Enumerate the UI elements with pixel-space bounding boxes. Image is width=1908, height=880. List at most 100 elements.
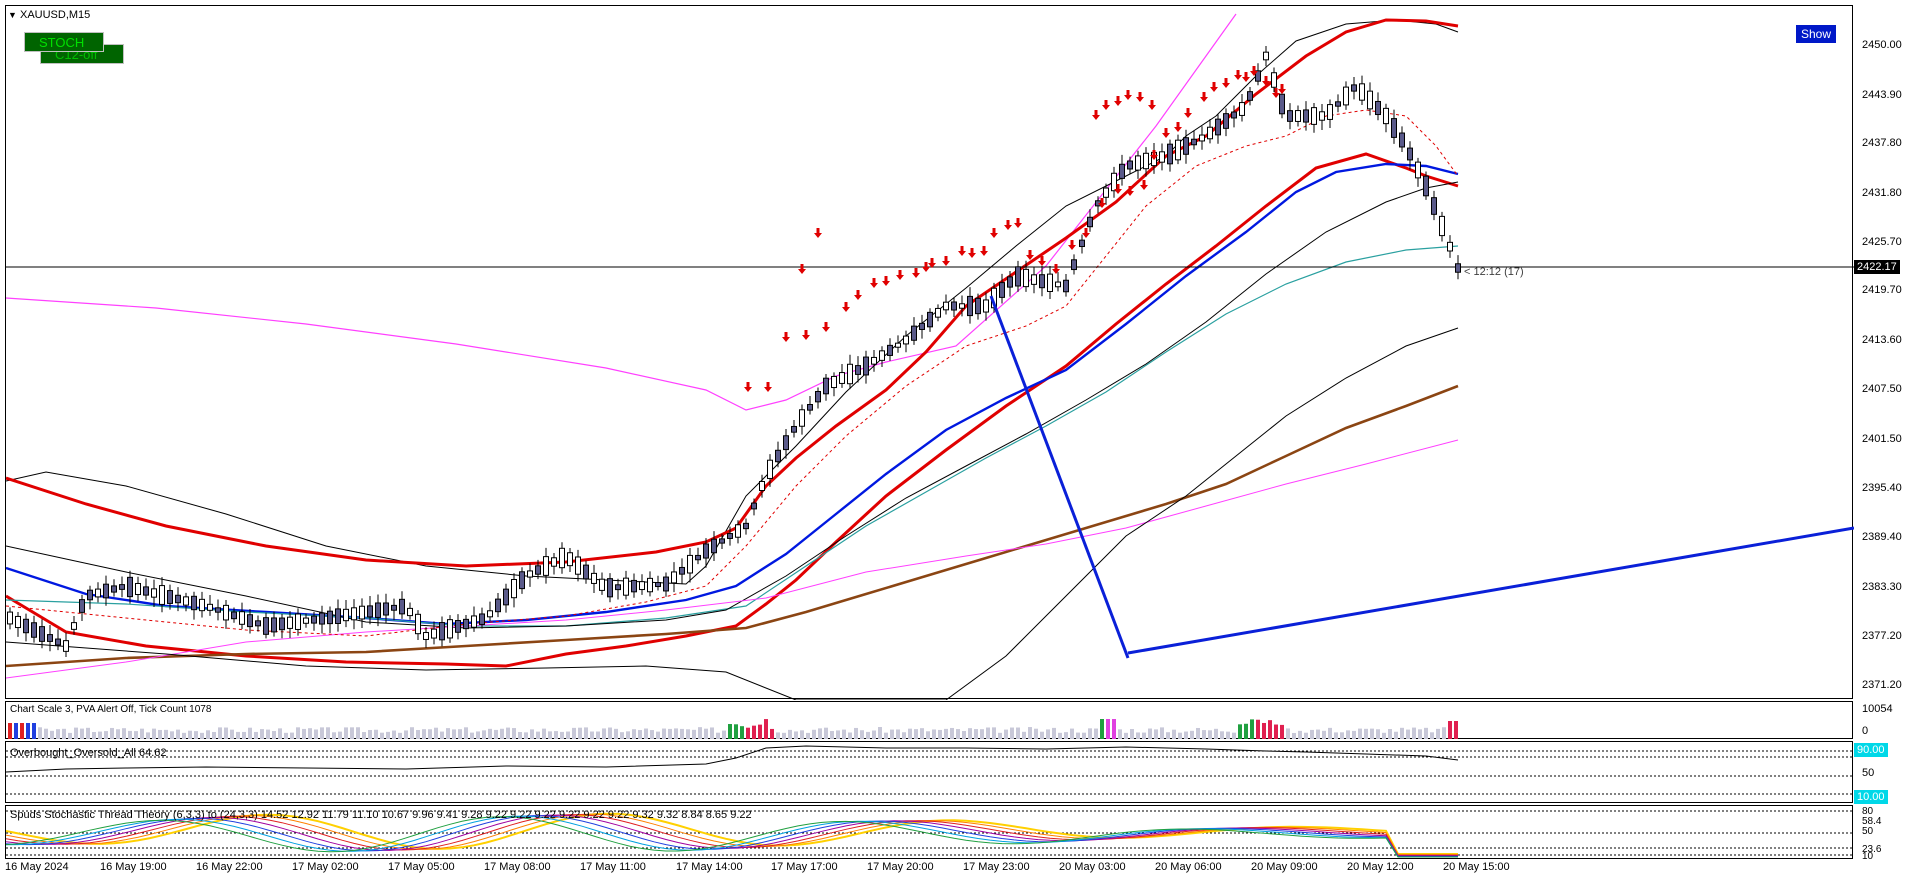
candle-body — [1431, 197, 1437, 215]
candle-body — [31, 622, 37, 638]
candle-body — [815, 390, 821, 403]
candle-body — [47, 634, 53, 642]
volume-bar — [794, 731, 798, 739]
signal-arrow — [1114, 96, 1122, 106]
candle-body — [999, 282, 1005, 298]
candle-body — [1447, 241, 1453, 252]
stoch-button[interactable]: STOCH — [24, 32, 104, 52]
volume-bar — [230, 729, 234, 739]
volume-bar — [1040, 731, 1044, 739]
volume-bar — [722, 730, 726, 739]
candle-body — [351, 607, 357, 621]
volume-bar — [614, 728, 618, 739]
candle-body — [399, 598, 405, 615]
signal-arrow — [1222, 78, 1230, 88]
volume-bar — [104, 731, 108, 739]
volume-bar — [590, 731, 594, 739]
candle-body — [1143, 152, 1149, 170]
volume-bar — [638, 730, 642, 739]
volume-bar — [506, 727, 510, 739]
price-chart-pane[interactable]: ▼ XAUUSD,M15 C12-off STOCH Show < 12:12 … — [5, 5, 1854, 700]
volume-bar — [122, 728, 126, 739]
candle-body — [327, 610, 333, 625]
candle-body — [1239, 102, 1245, 116]
price-tick-label: 2443.90 — [1862, 89, 1902, 101]
volume-bar — [548, 731, 552, 739]
time-tick-label: 20 May 06:00 — [1155, 861, 1222, 873]
stochastic-pane[interactable]: Spuds Stochastic Thread Theory (6,3,3) t… — [5, 805, 1854, 859]
volume-bar — [158, 729, 162, 739]
volume-bar — [74, 727, 78, 739]
volume-bar — [38, 727, 42, 739]
price-axis[interactable]: 2450.00 2443.90 2437.80 2431.80 2425.70 2419.… — [1853, 5, 1908, 699]
candle-body — [919, 322, 925, 330]
candle-body — [79, 599, 85, 613]
signal-arrow — [1126, 186, 1134, 196]
volume-bar — [1406, 729, 1410, 739]
signal-arrow — [798, 264, 806, 274]
candle-body — [207, 603, 213, 611]
time-tick-label: 17 May 14:00 — [676, 861, 743, 873]
volume-bar — [500, 728, 504, 739]
candle-body — [911, 325, 917, 341]
volume-bar — [320, 727, 324, 739]
ma-black-mid — [6, 181, 1459, 629]
volume-bar — [1148, 728, 1152, 739]
signal-arrow — [912, 268, 920, 278]
candle-body — [1383, 107, 1389, 125]
volume-bar — [746, 727, 750, 739]
overbought-oversold-pane[interactable]: Overbought_Oversold_All 64.62 — [5, 741, 1854, 803]
volume-bar — [242, 731, 246, 739]
stochastic-label: Spuds Stochastic Thread Theory (6,3,3) t… — [10, 809, 752, 821]
volume-bar — [890, 729, 894, 739]
signal-arrow — [1272, 88, 1280, 98]
candle-body — [895, 342, 901, 348]
candle-body — [7, 611, 13, 625]
candle-body — [231, 611, 237, 620]
volume-bar — [596, 731, 600, 739]
volume-bar — [848, 732, 852, 739]
candle-body — [871, 356, 877, 365]
signal-arrow — [1210, 82, 1218, 92]
volume-bar — [698, 727, 702, 739]
candle-body — [487, 610, 493, 618]
volume-bar — [1106, 719, 1110, 739]
volume-bar — [350, 727, 354, 739]
signal-arrow — [990, 228, 998, 238]
show-button[interactable]: Show — [1796, 25, 1837, 43]
volume-bar — [86, 727, 90, 739]
chart-menu-icon[interactable]: ▼ — [8, 10, 17, 20]
volume-bar — [1016, 727, 1020, 739]
volume-bar — [194, 731, 198, 739]
volume-bar — [992, 727, 996, 739]
volume-bar — [44, 728, 48, 739]
volume-bar — [1244, 723, 1248, 739]
volume-bar — [452, 729, 456, 739]
volume-bar — [188, 730, 192, 739]
volume-bar — [62, 728, 66, 739]
ma-red-upper — [6, 18, 1459, 568]
candle-body — [1391, 118, 1397, 138]
volume-bar — [1052, 727, 1056, 739]
candle-body — [1335, 101, 1341, 107]
volume-bar — [572, 727, 576, 739]
volume-bar — [380, 732, 384, 739]
volume-bar — [332, 732, 336, 739]
volume-bar — [1358, 728, 1362, 739]
volume-bar — [98, 731, 102, 739]
signal-arrow — [764, 382, 772, 392]
candle-body — [743, 522, 749, 530]
volume-bar — [1022, 731, 1026, 739]
volume-bar — [560, 731, 564, 739]
candle-body — [1127, 160, 1133, 170]
signal-arrow — [854, 290, 862, 300]
price-tick-label: 2395.40 — [1862, 482, 1902, 494]
signal-arrow — [1004, 220, 1012, 230]
volume-bar — [1070, 728, 1074, 739]
candle-body — [335, 608, 341, 624]
signal-arrow — [1098, 198, 1106, 208]
candle-body — [1423, 175, 1429, 197]
volume-bar — [428, 729, 432, 739]
volume-pane[interactable]: Chart Scale 3, PVA Alert Off, Tick Count… — [5, 701, 1853, 739]
volume-bar — [1298, 730, 1302, 739]
